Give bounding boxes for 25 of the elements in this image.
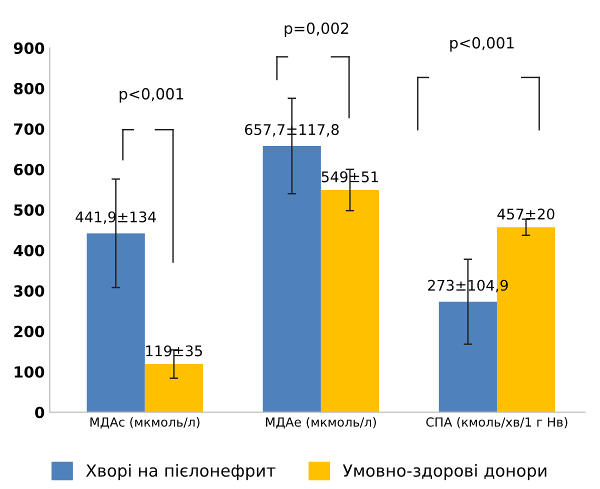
y-tick-label: 800 bbox=[14, 82, 44, 94]
x-tick-label: СПА (кмоль/хв/1 г Нв) bbox=[426, 417, 568, 428]
data-label: 457±20 bbox=[497, 208, 554, 220]
y-tick-label: 0 bbox=[35, 406, 44, 418]
bar bbox=[320, 190, 380, 412]
annotation: p<0,001 bbox=[450, 37, 514, 52]
y-tick-label: 500 bbox=[14, 204, 44, 216]
y-tick-label: 300 bbox=[14, 285, 44, 297]
annotation: p<0,001 bbox=[120, 88, 184, 103]
bar bbox=[144, 364, 203, 412]
y-tick-label: 700 bbox=[14, 123, 44, 135]
y-tick-label: 400 bbox=[14, 244, 44, 256]
y-tick-label: 900 bbox=[14, 42, 44, 54]
legend-label: Хворі на пієлонефрит bbox=[86, 464, 276, 480]
y-tick-label: 200 bbox=[14, 326, 44, 338]
y-tick-label: 600 bbox=[14, 164, 44, 176]
y-tick-label: 100 bbox=[14, 366, 44, 378]
bar bbox=[262, 146, 321, 412]
x-tick-label: МДАе (мкмоль/л) bbox=[266, 417, 376, 429]
bar bbox=[438, 302, 497, 412]
legend-label: Умовно-здорові донори bbox=[342, 464, 546, 480]
text: p=0,002 bbox=[284, 22, 348, 37]
x-tick-label: МДАс (мкмоль/л) bbox=[90, 417, 200, 429]
bar bbox=[86, 233, 145, 412]
data-label: 119±35 bbox=[146, 345, 202, 356]
